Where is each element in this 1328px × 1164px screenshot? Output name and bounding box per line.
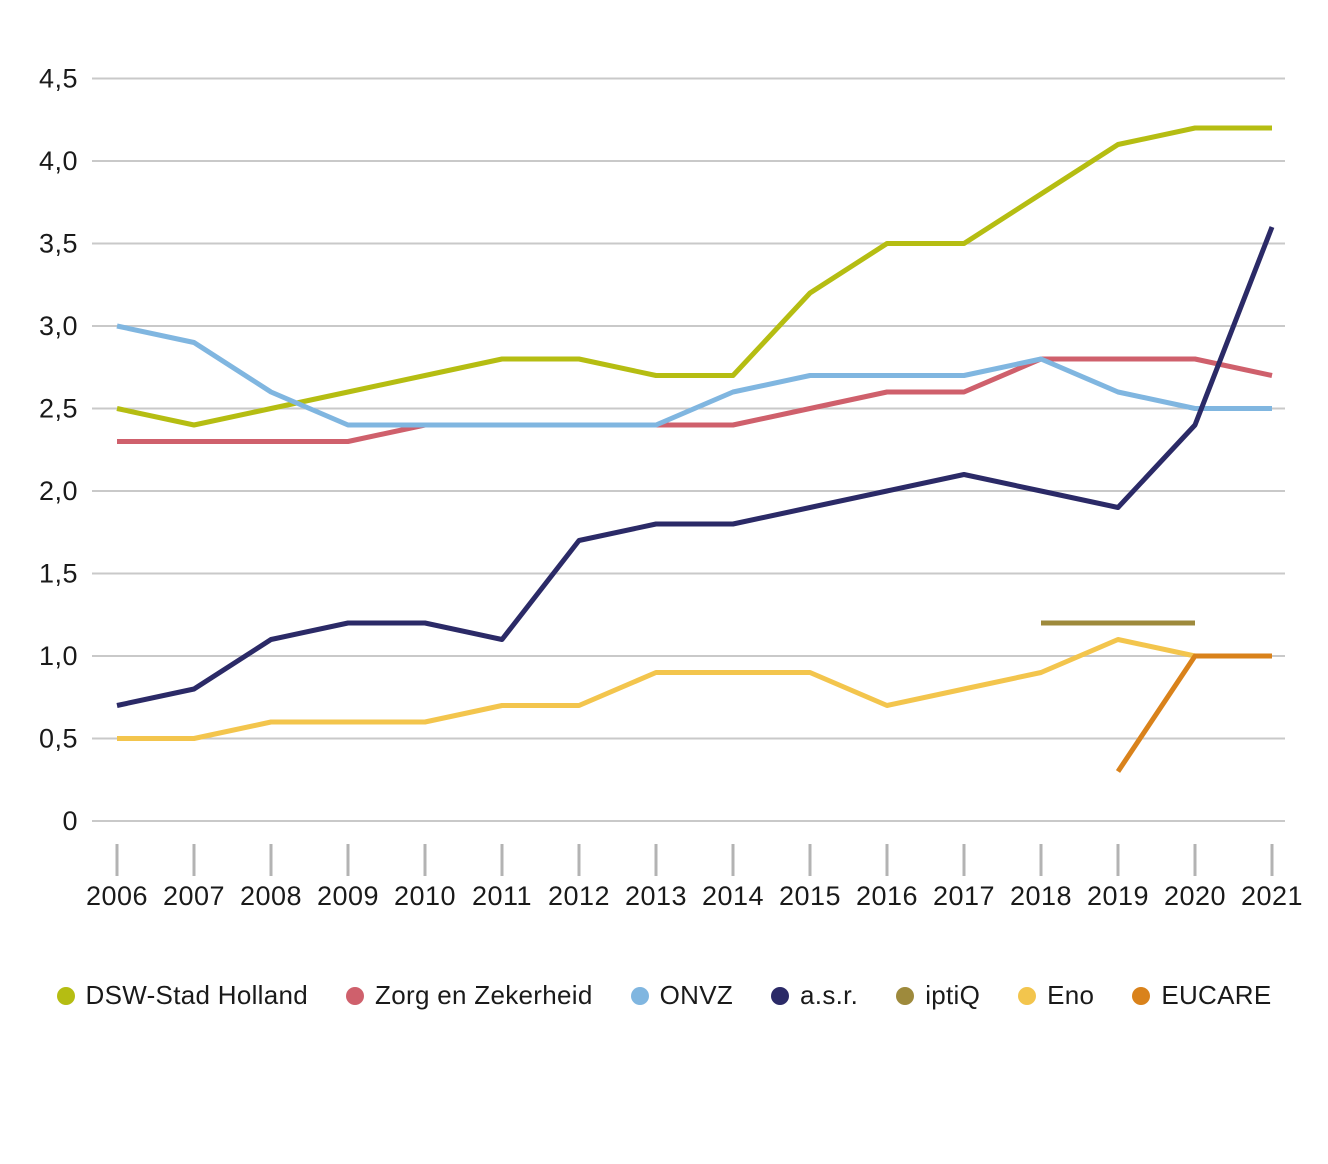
x-axis-label-2017: 2017	[933, 881, 995, 911]
legend-item-eucare: EUCARE	[1132, 980, 1271, 1011]
legend-dot-zorg-en-zekerheid	[346, 986, 365, 1005]
series-line-onvz	[116, 323, 1272, 428]
legend-item-dsw-stad-holland: DSW-Stad Holland	[56, 980, 309, 1011]
series-line-a-s-r	[116, 226, 1275, 708]
legend-dot-eno	[1018, 986, 1037, 1005]
legend-label-iptiq: iptiQ	[925, 980, 981, 1010]
y-axis-label-3,5: 3,5	[39, 229, 78, 259]
legend-label-onvz: ONVZ	[659, 980, 734, 1010]
x-axis-label-2006: 2006	[86, 881, 148, 911]
x-axis-label-2010: 2010	[394, 881, 456, 911]
x-axis-label-2014: 2014	[702, 881, 764, 911]
y-axis-label-2,0: 2,0	[39, 476, 78, 506]
x-axis-label-2019: 2019	[1087, 881, 1149, 911]
x-axis-label-2013: 2013	[625, 881, 687, 911]
legend-label-a-s-r: a.s.r.	[800, 980, 859, 1010]
legend-label-eno: Eno	[1047, 980, 1095, 1010]
series-line-eucare	[1115, 653, 1272, 773]
legend-dot-a-s-r	[771, 986, 790, 1005]
x-axis-label-2020: 2020	[1164, 881, 1226, 911]
y-axis-label-3,0: 3,0	[39, 311, 78, 341]
legend-dot-iptiq	[896, 986, 915, 1005]
series-line-zorg-en-zekerheid	[117, 356, 1273, 444]
y-axis-label-4,0: 4,0	[39, 146, 78, 176]
y-axis-label-2,5: 2,5	[39, 394, 78, 424]
x-axis-label-2007: 2007	[163, 881, 225, 911]
legend-item-a-s-r: a.s.r.	[771, 980, 858, 1011]
legend-dot-dsw-stad-holland	[56, 986, 75, 1005]
legend-item-iptiq: iptiQ	[896, 980, 980, 1011]
legend-dot-eucare	[1132, 986, 1151, 1005]
x-axis-label-2018: 2018	[1010, 881, 1072, 911]
series-line-eno	[117, 637, 1196, 741]
y-axis-label-0,5: 0,5	[39, 724, 78, 754]
chart-legend: DSW-Stad Holland Zorg en Zekerheid ONVZ …	[0, 980, 1328, 1011]
y-axis-label-1,0: 1,0	[39, 641, 78, 671]
legend-item-eno: Eno	[1018, 980, 1094, 1011]
y-axis-label-1,5: 1,5	[39, 559, 78, 589]
y-axis-label-0: 0	[62, 806, 78, 836]
x-axis-label-2009: 2009	[317, 881, 379, 911]
legend-dot-onvz	[630, 986, 649, 1005]
legend-item-onvz: ONVZ	[630, 980, 734, 1011]
x-axis-label-2008: 2008	[240, 881, 302, 911]
legend-label-dsw-stad-holland: DSW-Stad Holland	[85, 980, 309, 1010]
x-axis-label-2016: 2016	[856, 881, 918, 911]
legend-label-eucare: EUCARE	[1161, 980, 1272, 1010]
line-chart: 0 0,5 1,0 1,5 2,0 2,5 3,0 3,5 4,0 4,5 2006 2007 2008…	[39, 64, 1303, 912]
x-axis-label-2012: 2012	[548, 881, 610, 911]
series-line-dsw-stad-holland	[116, 125, 1272, 428]
x-axis-label-2015: 2015	[779, 881, 841, 911]
x-axis-label-2021: 2021	[1241, 881, 1303, 911]
legend-item-zorg-en-zekerheid: Zorg en Zekerheid	[346, 980, 593, 1011]
x-axis-label-2011: 2011	[472, 881, 532, 911]
y-axis-label-4,5: 4,5	[39, 64, 78, 94]
legend-label-zorg-en-zekerheid: Zorg en Zekerheid	[375, 980, 593, 1010]
